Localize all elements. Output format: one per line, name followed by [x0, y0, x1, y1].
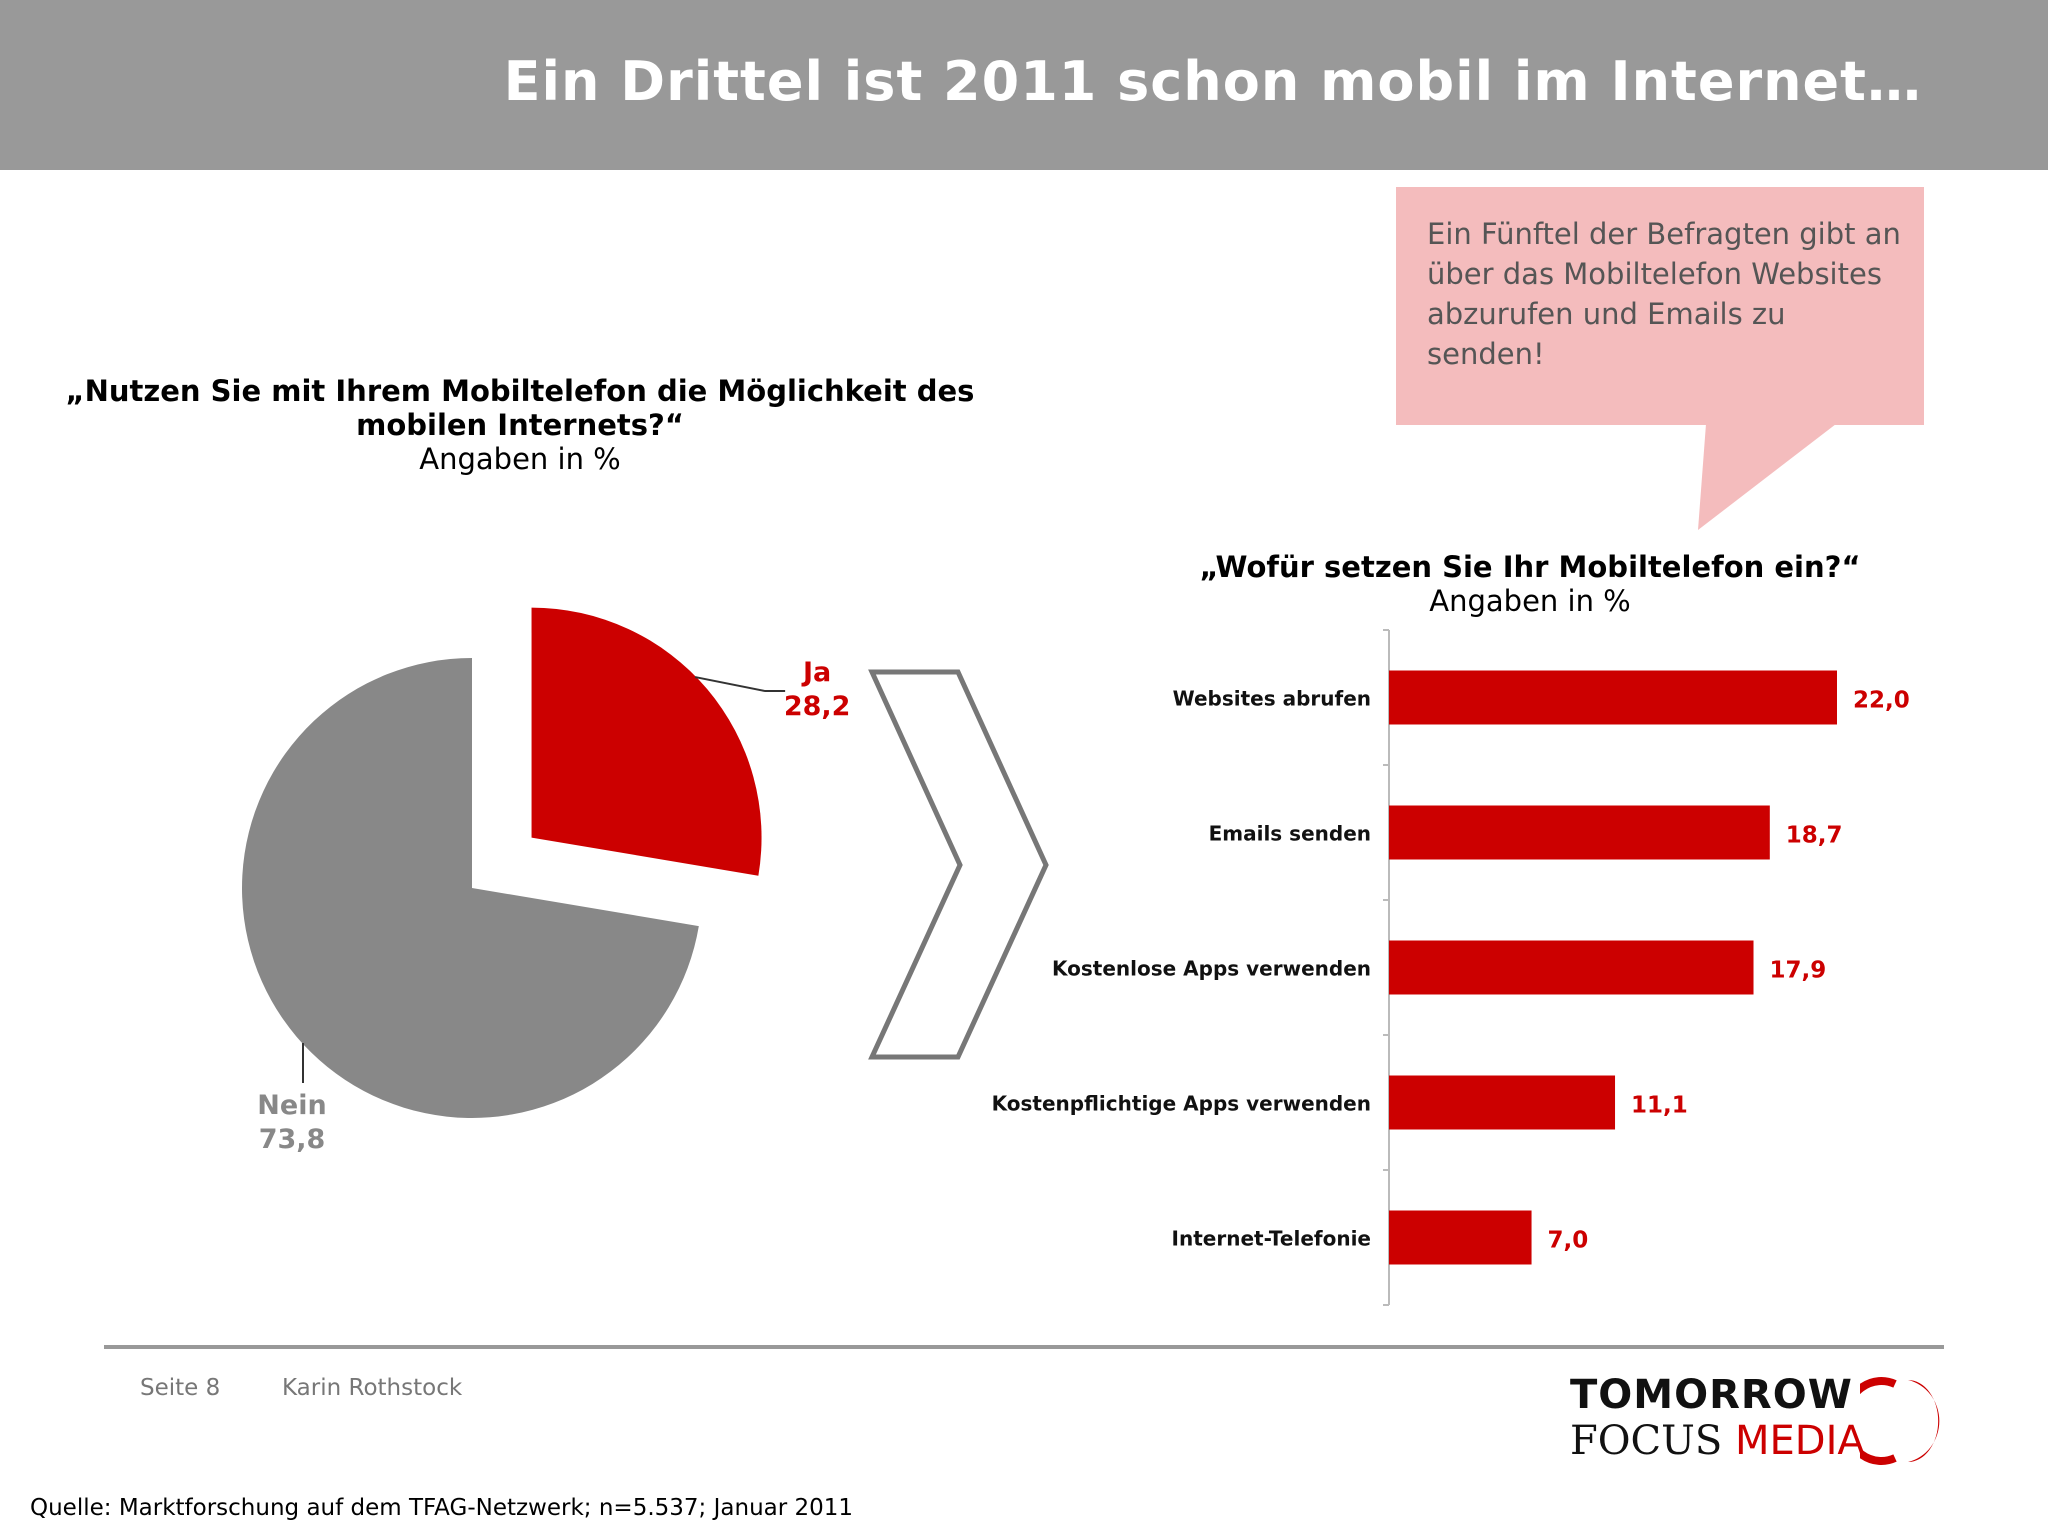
bar-value-label: 7,0 [1548, 1228, 1589, 1254]
chevron-arrow-icon [868, 669, 1049, 1060]
slide-title: Ein Drittel ist 2011 schon mobil im Inte… [503, 50, 1922, 113]
pie-label-nein: Nein [257, 1090, 326, 1121]
question2-title: „Wofür setzen Sie Ihr Mobiltelefon ein?“ [1199, 550, 1861, 584]
footer-divider [104, 1345, 1944, 1349]
logo-line2: FOCUS MEDIA [1570, 1418, 1865, 1464]
speech-bubble [1396, 187, 1924, 425]
pie-label-ja: Ja [801, 657, 831, 688]
bar-1 [1389, 670, 1837, 725]
company-logo: TOMORROW FOCUS MEDIA [1568, 1372, 1948, 1472]
question1-title: „Nutzen Sie mit Ihrem Mobiltelefon die M… [65, 374, 975, 442]
question1-subtitle: Angaben in % [419, 442, 621, 476]
logo-line1: TOMORROW [1570, 1372, 1853, 1418]
bar-value-label: 11,1 [1631, 1093, 1688, 1119]
bar-category-label: Kostenpflichtige Apps verwenden [992, 1092, 1371, 1116]
bar-value-label: 17,9 [1770, 958, 1827, 984]
pie-slice-nein [241, 658, 699, 1119]
pie-slice-ja [531, 607, 762, 876]
question2-heading: „Wofür setzen Sie Ihr Mobiltelefon ein?“… [1130, 550, 1930, 618]
bar-5 [1389, 1210, 1532, 1265]
logo-focus: FOCUS [1570, 1418, 1723, 1464]
bar-category-label: Internet-Telefonie [1172, 1227, 1371, 1251]
logo-mark-icon [1860, 1377, 1940, 1465]
header-bar: Ein Drittel ist 2011 schon mobil im Inte… [0, 0, 2048, 170]
bar-value-label: 18,7 [1786, 823, 1843, 849]
question2-subtitle: Angaben in % [1429, 584, 1631, 618]
bar-chart: Websites abrufen 22,0 Emails senden 18,7 Kos… [992, 629, 1910, 1306]
bar-category-label: Emails senden [1209, 822, 1371, 846]
callout-text: Ein Fünftel der Befragten gibt an über d… [1427, 217, 1901, 371]
pie-value-ja: 28,2 [784, 691, 851, 722]
question1-heading: „Nutzen Sie mit Ihrem Mobiltelefon die M… [60, 374, 980, 476]
logo-media: MEDIA [1734, 1418, 1865, 1464]
bar-4 [1389, 1075, 1616, 1130]
bar-category-label: Websites abrufen [1173, 687, 1371, 711]
bar-category-label: Kostenlose Apps verwenden [1052, 957, 1371, 981]
bar-value-label: 22,0 [1853, 688, 1910, 714]
pie-value-nein: 73,8 [259, 1124, 326, 1155]
author-name: Karin Rothstock [282, 1375, 463, 1401]
source-note: Quelle: Marktforschung auf dem TFAG-Netz… [30, 1495, 854, 1521]
bar-2 [1389, 805, 1770, 860]
page-number: Seite 8 [140, 1375, 221, 1401]
bar-3 [1389, 940, 1754, 995]
pie-leader-line-ja [694, 676, 786, 693]
